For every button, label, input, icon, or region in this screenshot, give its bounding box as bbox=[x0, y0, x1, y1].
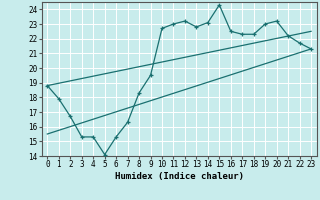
X-axis label: Humidex (Indice chaleur): Humidex (Indice chaleur) bbox=[115, 172, 244, 181]
